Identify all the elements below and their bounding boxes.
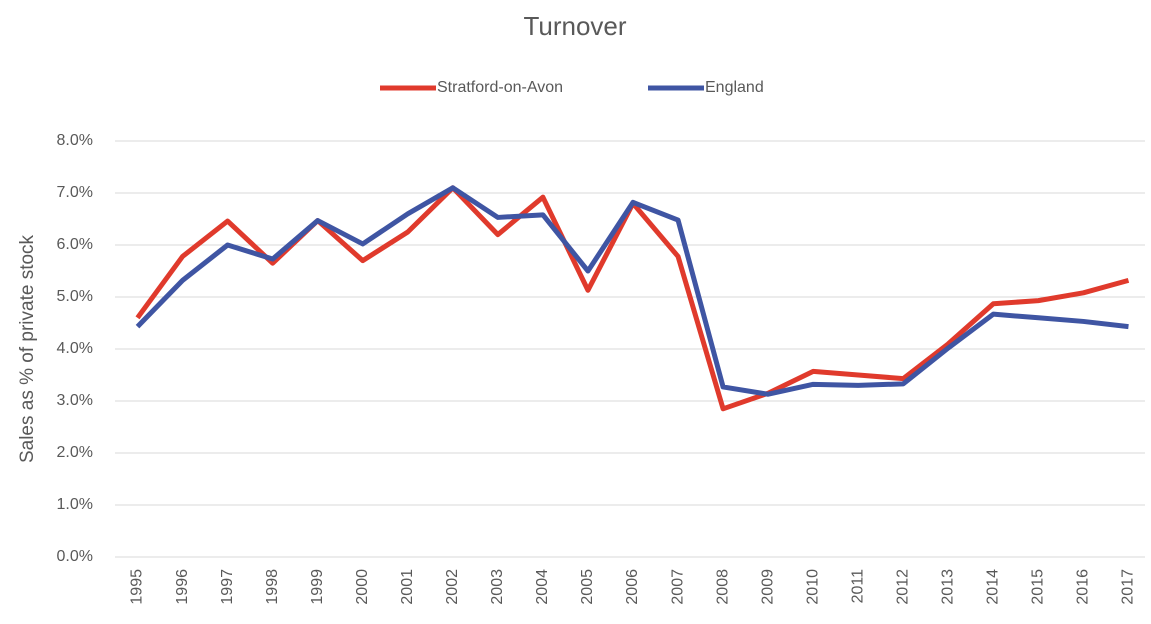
- x-tick-label: 1996: [174, 569, 191, 605]
- x-tick-label: 2012: [894, 569, 911, 605]
- y-tick-label: 4.0%: [57, 340, 93, 357]
- y-axis-label: Sales as % of private stock: [17, 234, 38, 463]
- x-tick-label: 2009: [759, 569, 776, 605]
- x-tick-label: 1997: [219, 569, 236, 605]
- x-tick-label: 2015: [1030, 569, 1047, 605]
- x-tick-label: 1999: [309, 569, 326, 605]
- x-tick-label: 2011: [849, 569, 866, 604]
- y-tick-label: 7.0%: [57, 184, 93, 201]
- x-tick-label: 2016: [1075, 569, 1092, 605]
- x-tick-label: 2003: [489, 569, 506, 605]
- x-tick-label: 2001: [399, 569, 416, 605]
- chart-title: Turnover: [523, 11, 626, 41]
- y-tick-label: 3.0%: [57, 392, 93, 409]
- y-tick-label: 2.0%: [57, 444, 93, 461]
- x-tick-label: 2013: [940, 569, 957, 605]
- x-tick-label: 2000: [354, 569, 371, 605]
- series-line: [135, 185, 1130, 412]
- x-tick-label: 1998: [264, 569, 281, 605]
- y-tick-label: 8.0%: [57, 132, 93, 149]
- x-tick-label: 2007: [669, 569, 686, 605]
- y-tick-label: 1.0%: [57, 496, 93, 513]
- legend-label: Stratford-on-Avon: [437, 79, 563, 96]
- x-tick-label: 2008: [714, 569, 731, 605]
- x-tick-label: 2017: [1120, 569, 1137, 605]
- x-tick-label: 2014: [985, 569, 1002, 605]
- y-tick-label: 0.0%: [57, 548, 93, 565]
- x-tick-label: 2002: [444, 569, 461, 605]
- x-tick-label: 2004: [534, 569, 551, 605]
- y-tick-label: 6.0%: [57, 236, 93, 253]
- x-tick-label: 2005: [579, 569, 596, 605]
- x-tick-label: 1995: [129, 569, 146, 605]
- x-tick-label: 2010: [804, 569, 821, 605]
- y-tick-label: 5.0%: [57, 288, 93, 305]
- x-tick-label: 2006: [624, 569, 641, 605]
- series-line: [135, 185, 1129, 397]
- legend-label: England: [705, 79, 764, 96]
